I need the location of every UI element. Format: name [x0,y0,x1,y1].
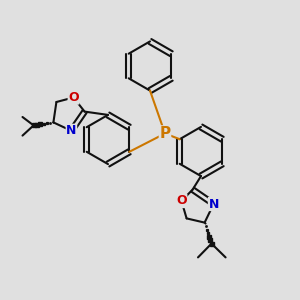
Text: O: O [68,91,79,104]
Text: O: O [176,194,187,208]
Text: N: N [66,124,76,137]
Text: N: N [208,197,219,211]
Text: P: P [159,126,171,141]
